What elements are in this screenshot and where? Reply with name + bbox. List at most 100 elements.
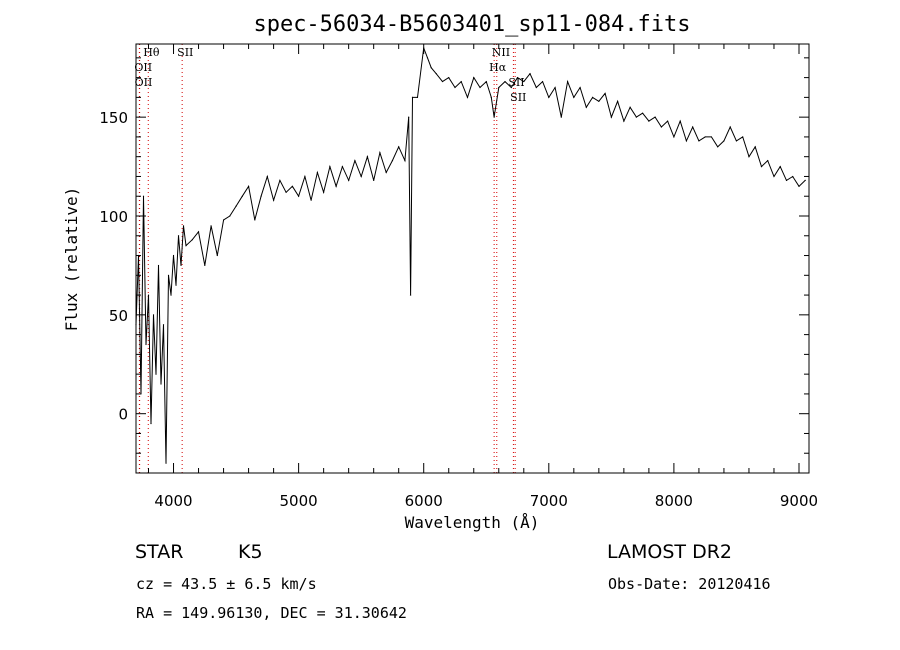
spectrum-point	[704, 136, 706, 138]
spectrum-point	[180, 264, 182, 267]
spectrum-point	[623, 120, 625, 122]
x-axis-label: Wavelength (Å)	[405, 513, 540, 532]
spectrum-point	[554, 86, 556, 89]
spectrum-point	[165, 462, 167, 464]
spectrum-point	[498, 86, 500, 89]
spectrum-point	[598, 100, 600, 102]
spectrum-point	[566, 80, 569, 83]
spectrum-point	[710, 136, 713, 138]
spectrum-point	[210, 225, 212, 227]
spectrum-point	[222, 219, 225, 221]
spectrum-point	[485, 80, 487, 83]
spectrum-point	[145, 343, 147, 346]
spectrum-point	[529, 73, 531, 75]
spectrum-point	[560, 116, 562, 118]
spectrum-point	[466, 96, 469, 98]
spectrum-point	[490, 96, 492, 98]
redshift-velocity: cz = 43.5 ± 6.5 km/s	[136, 575, 317, 593]
spectrum-point	[742, 136, 744, 138]
y-axis-label: Flux (relative)	[62, 187, 81, 332]
spectrum-point	[516, 77, 519, 79]
spectrum-point	[493, 116, 495, 118]
spectrum-point	[504, 80, 506, 83]
spectrum-point	[541, 80, 544, 83]
emission-line-label: SII	[510, 91, 526, 104]
spectrum-point	[273, 199, 275, 201]
spectrum-point	[679, 120, 681, 122]
spectrum-point	[162, 324, 165, 326]
spectrum-point	[573, 96, 575, 98]
spectrum-point	[409, 294, 412, 296]
object-class: STAR	[135, 541, 184, 563]
spectrum-point	[167, 274, 170, 276]
spectrum-point	[147, 294, 150, 296]
spectrum-point	[285, 191, 287, 193]
spectrum-point	[316, 171, 318, 174]
spectrum-point	[523, 80, 525, 83]
spectrum-point	[235, 205, 237, 207]
spectrum-point	[373, 179, 375, 182]
spectrum-point	[191, 239, 193, 241]
spectrum-point	[204, 264, 206, 267]
spectrum-point	[416, 96, 419, 98]
spectrum-point	[510, 86, 512, 89]
spectrum-point	[266, 175, 268, 178]
spectrum-point	[391, 160, 394, 162]
spectrum-point	[685, 140, 688, 142]
spectrum-point	[760, 165, 763, 168]
spectrum-point	[398, 146, 400, 148]
spectrum-point	[177, 235, 180, 237]
spectrum-point	[773, 175, 775, 178]
spectrum-point	[172, 254, 175, 257]
spectrum-series	[135, 47, 806, 464]
spectrum-point	[291, 185, 293, 187]
spectrum-point	[692, 126, 694, 128]
spectrum-point	[408, 116, 410, 118]
spectrum-point	[729, 126, 731, 128]
emission-line-label: OII	[134, 61, 152, 74]
spectrum-point	[411, 96, 414, 98]
spectrum-point	[723, 140, 725, 142]
spectrum-point	[354, 160, 356, 162]
spectrum-point	[348, 179, 350, 182]
spectrum-point	[229, 215, 231, 217]
spectrum-point	[335, 185, 337, 187]
x-tick-label: 5000	[280, 492, 318, 510]
spectrum-point	[673, 136, 675, 138]
spectrum-point	[604, 92, 606, 95]
spectrum-point	[460, 80, 462, 83]
spectrum-point	[535, 86, 537, 89]
spectrum-point	[435, 73, 437, 75]
spectrum-point	[585, 106, 587, 108]
spectrum-point	[448, 77, 450, 79]
spectrum-point	[767, 160, 769, 162]
spectrum-point	[754, 146, 756, 148]
x-tick-label: 8000	[655, 492, 693, 510]
spectrum-point	[385, 171, 387, 174]
axis-tick-labels: 4000 5000 6000 7000 8000 9000 0 50 100 150	[99, 109, 818, 510]
spectrum-point	[454, 86, 456, 89]
plot-frame	[135, 43, 810, 474]
spectrum-point	[298, 195, 300, 197]
y-tick-label: 50	[109, 307, 128, 325]
x-tick-label: 7000	[530, 492, 568, 510]
spectrum-point	[216, 254, 218, 257]
spectrum-point	[366, 156, 369, 158]
spectrum-point	[157, 264, 160, 267]
spectrum-point	[379, 152, 381, 154]
spectrum-point	[579, 86, 581, 89]
emission-line-label: SII	[508, 76, 524, 89]
spectrum-point	[152, 314, 155, 316]
spectrum-point	[717, 146, 719, 148]
spectrum-point	[660, 126, 662, 128]
object-subclass: K5	[238, 541, 263, 563]
spectrum-point	[329, 165, 331, 168]
spectrum-point	[617, 100, 619, 102]
spectrum-point	[182, 225, 185, 227]
axis-ticks	[136, 44, 809, 473]
spectrum-point	[785, 179, 788, 182]
sky-coordinates: RA = 149.96130, DEC = 31.30642	[136, 604, 407, 622]
spectrum-point	[304, 175, 306, 178]
